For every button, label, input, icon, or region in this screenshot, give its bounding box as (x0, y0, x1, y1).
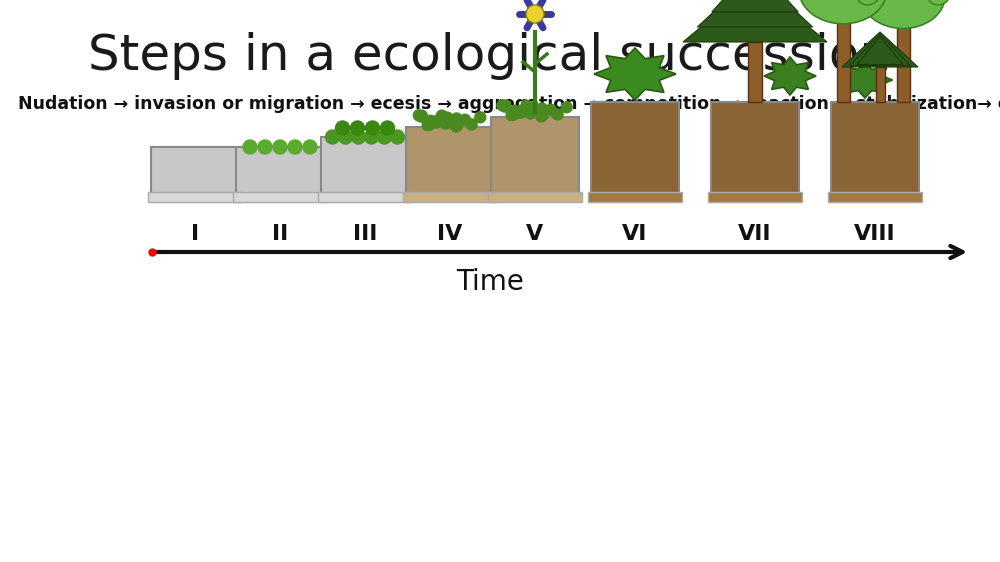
Circle shape (515, 107, 526, 118)
Polygon shape (594, 48, 676, 100)
Bar (236, 147, 324, 202)
Bar (148, 192, 242, 202)
Circle shape (536, 111, 547, 122)
Bar (836, 17, 850, 102)
Circle shape (451, 121, 462, 132)
Polygon shape (850, 34, 910, 66)
Circle shape (326, 130, 340, 144)
Circle shape (416, 110, 427, 121)
Ellipse shape (799, 0, 887, 24)
Circle shape (545, 105, 556, 115)
Circle shape (416, 111, 427, 122)
Circle shape (425, 115, 436, 126)
Polygon shape (697, 0, 813, 27)
Circle shape (303, 140, 317, 154)
Circle shape (475, 112, 486, 123)
Circle shape (451, 120, 462, 130)
Text: Time: Time (456, 268, 524, 296)
Circle shape (526, 5, 544, 23)
Bar (588, 192, 682, 202)
Circle shape (499, 101, 510, 112)
Circle shape (451, 113, 462, 124)
Polygon shape (712, 0, 798, 12)
Circle shape (366, 121, 380, 135)
Circle shape (422, 120, 433, 130)
Text: VI: VI (622, 224, 648, 244)
Circle shape (288, 140, 302, 154)
Polygon shape (838, 62, 893, 98)
Circle shape (413, 110, 424, 121)
Bar (491, 117, 579, 202)
Bar (831, 102, 919, 202)
Text: I: I (191, 224, 199, 244)
Polygon shape (683, 0, 827, 42)
Bar (748, 42, 762, 102)
Circle shape (537, 110, 548, 120)
Circle shape (352, 130, 366, 144)
Polygon shape (764, 57, 816, 95)
Circle shape (552, 109, 563, 120)
Circle shape (466, 119, 477, 130)
Circle shape (351, 121, 364, 135)
Bar (151, 147, 239, 202)
Circle shape (508, 109, 519, 120)
Circle shape (436, 110, 447, 121)
Circle shape (424, 119, 435, 130)
Text: III: III (353, 224, 377, 244)
Circle shape (561, 102, 572, 113)
Bar (591, 102, 679, 202)
Circle shape (516, 105, 527, 116)
Text: IV: IV (437, 224, 463, 244)
Bar (321, 137, 409, 202)
Text: II: II (272, 224, 288, 244)
Circle shape (460, 114, 471, 125)
Circle shape (856, 0, 880, 5)
Circle shape (440, 118, 451, 129)
Bar (708, 192, 802, 202)
Bar (233, 192, 327, 202)
Circle shape (452, 120, 463, 131)
Bar (896, 22, 910, 102)
Bar (876, 67, 885, 102)
Polygon shape (842, 32, 918, 67)
Bar (318, 192, 412, 202)
Circle shape (273, 140, 287, 154)
Circle shape (432, 115, 443, 126)
Bar (711, 102, 799, 202)
Circle shape (536, 103, 547, 114)
Circle shape (378, 130, 392, 144)
Bar (828, 192, 922, 202)
Text: VII: VII (738, 224, 772, 244)
Circle shape (537, 110, 548, 121)
Circle shape (390, 130, 404, 144)
Circle shape (525, 108, 536, 119)
Ellipse shape (861, 0, 945, 29)
Circle shape (506, 110, 517, 121)
Text: VIII: VIII (854, 224, 896, 244)
Circle shape (380, 121, 394, 135)
Circle shape (364, 130, 378, 144)
Bar (488, 192, 582, 202)
Circle shape (243, 140, 257, 154)
Text: Nudation → invasion or migration → ecesis → aggregation → competition → reaction: Nudation → invasion or migration → ecesi… (18, 95, 1000, 113)
Polygon shape (857, 37, 903, 65)
Circle shape (500, 100, 511, 111)
Text: V: V (526, 224, 544, 244)
Text: Steps in a ecological succession: Steps in a ecological succession (88, 32, 892, 80)
Circle shape (527, 102, 538, 113)
Bar (403, 192, 497, 202)
Circle shape (336, 121, 350, 135)
Circle shape (497, 100, 508, 111)
Bar (406, 127, 494, 202)
Circle shape (521, 100, 532, 111)
Circle shape (431, 117, 442, 128)
Circle shape (509, 105, 520, 116)
Circle shape (258, 140, 272, 154)
Circle shape (338, 130, 352, 144)
Circle shape (926, 0, 950, 5)
Circle shape (442, 112, 453, 123)
